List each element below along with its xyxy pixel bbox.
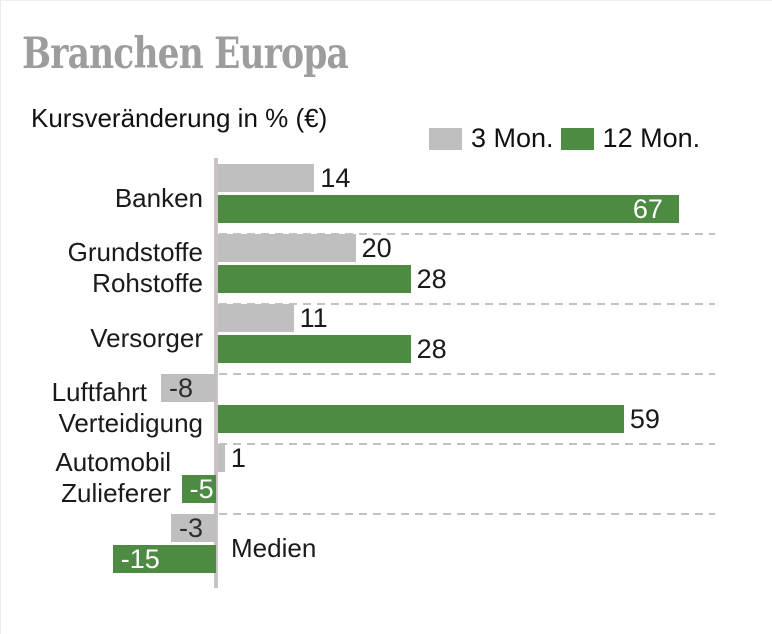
group-separator-line <box>219 232 715 235</box>
bar-12mon <box>218 405 624 433</box>
legend-swatch-12mon-icon <box>560 127 594 150</box>
category-label: Grundstoffe <box>67 237 203 267</box>
chart-title: Branchen Europa <box>22 29 349 79</box>
group-separator-line <box>219 302 715 305</box>
group-separator-line <box>219 372 715 375</box>
category-label: Rohstoffe <box>92 268 203 298</box>
legend-item-3mon: 3 Mon. <box>429 125 554 152</box>
bar-12mon <box>218 335 411 363</box>
category-label: Verteidigung <box>58 408 203 438</box>
value-label: 28 <box>416 333 447 364</box>
category-label: Banken <box>114 182 203 213</box>
bar-12mon <box>218 195 679 223</box>
legend-swatch-3mon-icon <box>429 127 462 150</box>
value-label: 67 <box>632 193 663 224</box>
legend-item-12mon: 12 Mon. <box>560 123 701 153</box>
category-label: Versorger <box>90 322 203 353</box>
value-label: 14 <box>320 162 351 193</box>
bar-3mon <box>218 234 356 262</box>
category-label: Luftfahrt <box>51 377 147 407</box>
category-label: Automobil <box>55 447 171 477</box>
category-label: Medien <box>231 532 317 563</box>
bar-3mon <box>218 164 315 192</box>
group-separator-line <box>219 512 715 515</box>
value-label: 1 <box>230 442 246 473</box>
chart-legend: 3 Mon. 12 Mon. <box>429 125 700 152</box>
bar-3mon <box>218 444 225 472</box>
value-label: -8 <box>168 372 193 403</box>
legend-label-3mon: 3 Mon. <box>471 123 554 153</box>
bar-3mon <box>218 304 294 332</box>
value-label: -5 <box>189 473 214 504</box>
category-label: Zulieferer <box>61 478 171 508</box>
bar-12mon <box>218 265 411 293</box>
bar-12mon <box>181 475 216 503</box>
value-label: 59 <box>629 403 660 434</box>
value-label: -15 <box>120 543 160 574</box>
group-separator-line <box>219 442 715 445</box>
legend-label-12mon: 12 Mon. <box>602 123 701 153</box>
value-label: 11 <box>299 302 328 333</box>
bar-12mon <box>112 545 216 573</box>
bar-3mon <box>171 514 216 542</box>
chart-subtitle: Kursveränderung in % (€) <box>31 103 328 133</box>
value-label: 28 <box>416 263 447 294</box>
value-label: -3 <box>179 512 204 543</box>
value-label: 20 <box>361 232 392 263</box>
axis-zero-line <box>214 158 218 588</box>
bar-3mon <box>160 374 216 402</box>
